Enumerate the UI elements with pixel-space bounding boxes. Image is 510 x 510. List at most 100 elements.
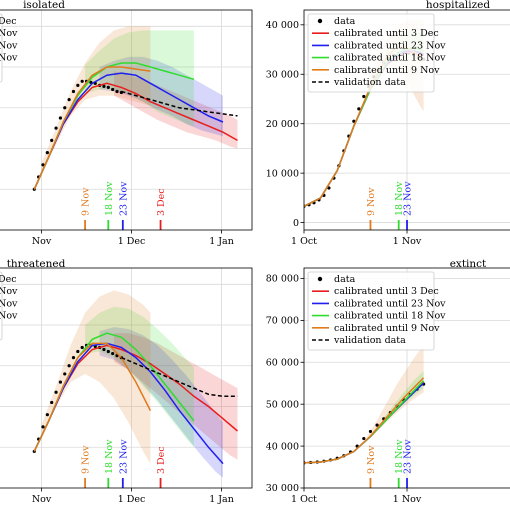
panel-0: isolated 9 Nov 18 Nov 23 Nov 3 Dec Nov 1 Dec 1 … — [0, 0, 253, 247]
axes-frame — [0, 267, 253, 489]
data-point — [41, 425, 45, 429]
x-tick-label: 1 Dec — [118, 236, 146, 247]
data-point — [71, 89, 76, 94]
y-tick-label: 80 000 — [266, 274, 299, 285]
axes-frame — [0, 9, 253, 231]
data-point — [67, 98, 71, 102]
data-point — [80, 79, 84, 83]
panel-2: threatened 9 Nov 18 Nov 23 Nov 3 Dec Nov 1 Dec… — [0, 258, 253, 505]
x-tick-label: 1 Nov — [393, 236, 422, 247]
data-point — [58, 380, 63, 384]
data-point — [111, 351, 115, 356]
data-point — [54, 126, 58, 130]
calibration-marker-label: 18 Nov — [104, 181, 115, 216]
panel-title: hospitalized — [426, 0, 490, 11]
y-tick-label: 50 000 — [266, 399, 299, 410]
plot-area — [0, 268, 252, 488]
x-tick-label: Nov — [32, 236, 52, 247]
uncertainty-band — [99, 327, 223, 478]
uncertainty-band — [41, 26, 151, 175]
calibration-marker-label: 23 Nov — [403, 181, 414, 216]
data-point — [45, 150, 49, 155]
x-tick-label: 1 Oct — [291, 494, 317, 505]
calibrated-line — [33, 342, 152, 452]
data-point — [76, 349, 80, 354]
calibration-marker-label: 3 Dec — [156, 188, 167, 216]
legend-box — [307, 271, 435, 351]
panel-title: isolated — [23, 0, 65, 11]
uncertainty-band — [85, 30, 194, 127]
panel-title: extinct — [450, 258, 487, 270]
calibration-marker-label: 23 Nov — [403, 439, 414, 474]
legend-entry: validation data — [333, 335, 406, 346]
data-point — [106, 85, 110, 90]
data-point — [76, 83, 80, 87]
calibration-marker-label: 18 Nov — [104, 439, 115, 474]
data-point — [368, 429, 373, 434]
legend-entry: data — [334, 16, 356, 27]
data-point — [50, 400, 54, 405]
y-tick-label: 60 000 — [266, 357, 299, 368]
data-point — [45, 413, 49, 417]
calibration-marker-label: 9 Nov — [366, 445, 377, 474]
data-point — [102, 84, 106, 88]
legend-entry: calibrated until 3 Dec — [334, 28, 439, 39]
data-point — [352, 119, 356, 123]
x-tick-label: 1 Dec — [118, 494, 146, 505]
calibration-marker-label: 23 Nov — [118, 439, 129, 474]
legend-entry: Dec — [0, 274, 17, 285]
data-point — [375, 423, 379, 427]
axes-frame — [303, 267, 510, 489]
calibration-marker-label: 18 Nov — [394, 181, 405, 216]
legend-entry: Nov — [0, 311, 18, 322]
legend-entry: Nov — [0, 286, 18, 297]
legend-entry: Nov — [0, 298, 18, 309]
calibrated-line — [33, 342, 224, 465]
legend-entry: calibrated until 3 Dec — [334, 286, 439, 297]
plot-area — [0, 10, 252, 230]
legend-marker — [317, 18, 323, 24]
x-tick-label: 1 Jan — [209, 494, 234, 505]
panel-title: threatened — [7, 258, 66, 270]
legend-entry: Nov — [0, 53, 18, 64]
y-tick-label: 0 — [293, 218, 299, 229]
validation-line — [121, 356, 238, 398]
calibrated-line — [33, 72, 224, 190]
validation-line — [121, 90, 238, 117]
data-point — [106, 349, 110, 354]
uncertainty-band — [41, 290, 151, 464]
legend-entry: calibrated until 23 Nov — [334, 298, 446, 309]
x-tick-label: 1 Jan — [209, 236, 234, 247]
calibration-marker-label: 9 Nov — [81, 187, 92, 216]
data-point — [80, 345, 84, 350]
x-tick-label: 1 Oct — [291, 236, 317, 247]
calibration-marker-label: 3 Dec — [156, 446, 167, 474]
calibration-marker-label: 18 Nov — [394, 439, 405, 474]
calibrated-line — [304, 377, 425, 464]
legend-entry: Dec — [0, 16, 17, 27]
data-point — [102, 347, 106, 352]
legend-box — [0, 13, 3, 83]
y-tick-label: 40 000 — [266, 441, 299, 452]
plot-area — [304, 268, 510, 488]
calibration-marker-label: 9 Nov — [81, 445, 92, 474]
legend-entry: calibrated until 9 Nov — [334, 323, 440, 334]
data-point — [362, 436, 366, 441]
data-point — [63, 372, 67, 376]
uncertainty-band — [114, 71, 238, 149]
legend-entry: data — [334, 274, 356, 285]
uncertainty-band — [99, 56, 223, 137]
calibration-marker-label: 9 Nov — [366, 187, 377, 216]
x-tick-label: Nov — [32, 494, 52, 505]
legend-entry: calibrated until 23 Nov — [334, 40, 446, 51]
y-tick-label: 10 000 — [266, 168, 299, 179]
data-point — [54, 390, 58, 394]
data-point — [115, 89, 119, 94]
data-point — [50, 138, 54, 142]
x-tick-label: 1 Nov — [393, 494, 422, 505]
legend-entry: calibrated until 18 Nov — [334, 53, 446, 64]
legend-box — [307, 13, 435, 93]
y-tick-label: 30 000 — [266, 69, 299, 80]
legend-entry: Nov — [0, 40, 18, 51]
